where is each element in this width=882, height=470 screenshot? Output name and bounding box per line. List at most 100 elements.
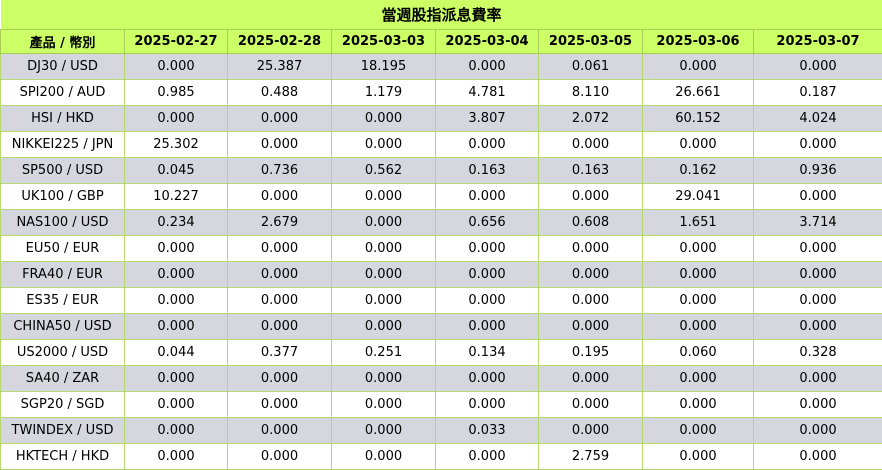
rate-cell: 2.072	[539, 106, 643, 132]
symbol-cell: ES35 / EUR	[1, 288, 125, 314]
rate-cell: 0.000	[125, 262, 228, 288]
rate-cell: 0.000	[643, 366, 754, 392]
rate-cell: 0.328	[754, 340, 882, 366]
rate-cell: 0.000	[125, 236, 228, 262]
rate-cell: 0.936	[754, 158, 882, 184]
symbol-cell: HSI / HKD	[1, 106, 125, 132]
rate-cell: 0.000	[125, 288, 228, 314]
symbol-cell: FRA40 / EUR	[1, 262, 125, 288]
rate-cell: 0.000	[332, 236, 436, 262]
rate-cell: 0.000	[754, 392, 882, 418]
symbol-cell: SGP20 / SGD	[1, 392, 125, 418]
rate-cell: 3.807	[436, 106, 539, 132]
rate-cell: 0.060	[643, 340, 754, 366]
rate-cell: 29.041	[643, 184, 754, 210]
rate-cell: 0.000	[436, 236, 539, 262]
rate-cell: 0.000	[539, 184, 643, 210]
rate-cell: 18.195	[332, 54, 436, 80]
rate-cell: 0.000	[228, 366, 332, 392]
rate-cell: 0.000	[643, 444, 754, 470]
rate-cell: 0.000	[228, 392, 332, 418]
header-date: 2025-03-07	[754, 30, 882, 54]
header-date: 2025-02-28	[228, 30, 332, 54]
symbol-cell: SP500 / USD	[1, 158, 125, 184]
symbol-cell: HKTECH / HKD	[1, 444, 125, 470]
rate-cell: 0.000	[539, 366, 643, 392]
rate-cell: 0.000	[436, 314, 539, 340]
rate-cell: 0.000	[539, 288, 643, 314]
rate-cell: 0.061	[539, 54, 643, 80]
rate-cell: 0.163	[539, 158, 643, 184]
rate-cell: 0.000	[436, 262, 539, 288]
rate-cell: 0.000	[125, 314, 228, 340]
header-date: 2025-03-05	[539, 30, 643, 54]
symbol-cell: CHINA50 / USD	[1, 314, 125, 340]
rate-cell: 0.000	[436, 184, 539, 210]
symbol-cell: DJ30 / USD	[1, 54, 125, 80]
symbol-cell: TWINDEX / USD	[1, 418, 125, 444]
rate-cell: 0.000	[539, 418, 643, 444]
symbol-cell: UK100 / GBP	[1, 184, 125, 210]
rate-cell: 0.000	[228, 444, 332, 470]
rate-cell: 0.162	[643, 158, 754, 184]
rate-cell: 0.000	[436, 444, 539, 470]
rate-cell: 0.000	[643, 392, 754, 418]
rate-cell: 0.000	[539, 392, 643, 418]
rate-cell: 0.656	[436, 210, 539, 236]
rate-cell: 0.000	[643, 262, 754, 288]
symbol-cell: NIKKEI225 / JPN	[1, 132, 125, 158]
rate-cell: 0.187	[754, 80, 882, 106]
rate-cell: 0.000	[228, 236, 332, 262]
rate-cell: 0.000	[539, 132, 643, 158]
title-row: 當週股指派息費率	[1, 0, 882, 30]
rate-cell: 0.000	[643, 54, 754, 80]
header-date: 2025-03-03	[332, 30, 436, 54]
rate-cell: 1.179	[332, 80, 436, 106]
table-title: 當週股指派息費率	[1, 0, 882, 30]
rate-cell: 0.000	[332, 314, 436, 340]
rate-cell: 0.000	[643, 418, 754, 444]
rate-cell: 25.302	[125, 132, 228, 158]
symbol-cell: SPI200 / AUD	[1, 80, 125, 106]
rate-cell: 10.227	[125, 184, 228, 210]
rate-cell: 0.000	[539, 262, 643, 288]
rate-cell: 0.000	[754, 236, 882, 262]
rate-cell: 0.000	[332, 210, 436, 236]
rate-cell: 0.000	[754, 184, 882, 210]
header-symbol: 產品 / 幣別	[1, 30, 125, 54]
rate-cell: 0.000	[436, 132, 539, 158]
rate-cell: 0.000	[228, 314, 332, 340]
rate-cell: 0.000	[125, 106, 228, 132]
rate-cell: 3.714	[754, 210, 882, 236]
rate-cell: 0.000	[332, 184, 436, 210]
rate-cell: 4.781	[436, 80, 539, 106]
header-row: 產品 / 幣別 2025-02-27 2025-02-28 2025-03-03…	[1, 30, 882, 54]
rate-cell: 0.000	[125, 392, 228, 418]
rate-cell: 0.985	[125, 80, 228, 106]
rate-cell: 0.000	[436, 392, 539, 418]
rate-cell: 0.000	[643, 132, 754, 158]
rate-cell: 26.661	[643, 80, 754, 106]
rate-cell: 0.000	[539, 236, 643, 262]
rate-cell: 0.000	[643, 314, 754, 340]
rate-cell: 0.000	[754, 54, 882, 80]
rate-cell: 0.000	[228, 132, 332, 158]
rate-cell: 0.000	[332, 392, 436, 418]
rate-cell: 1.651	[643, 210, 754, 236]
rate-cell: 8.110	[539, 80, 643, 106]
header-date: 2025-02-27	[125, 30, 228, 54]
rate-cell: 0.000	[228, 288, 332, 314]
rate-cell: 4.024	[754, 106, 882, 132]
rate-cell: 2.759	[539, 444, 643, 470]
